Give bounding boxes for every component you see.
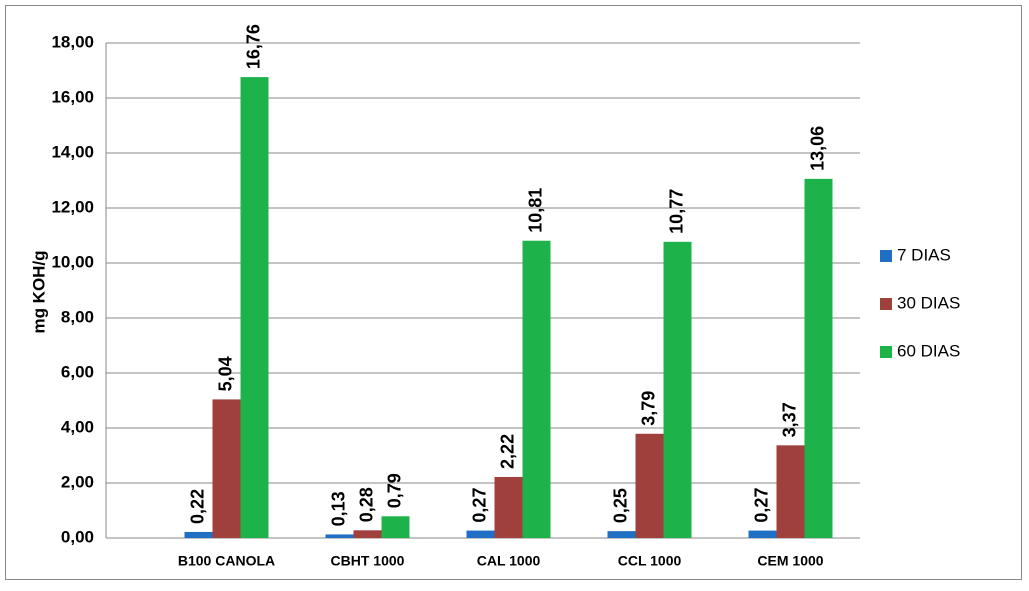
legend-swatch bbox=[880, 346, 892, 358]
bar bbox=[466, 530, 495, 538]
bar bbox=[776, 445, 805, 538]
bar bbox=[607, 531, 636, 538]
bar bbox=[663, 241, 692, 538]
x-tick-label: CAL 1000 bbox=[477, 553, 541, 569]
legend-swatch bbox=[880, 298, 892, 310]
data-label: 16,76 bbox=[243, 24, 263, 69]
x-tick-label: CEM 1000 bbox=[757, 553, 823, 569]
bar bbox=[212, 399, 241, 538]
legend-label: 60 DIAS bbox=[897, 341, 960, 360]
bar bbox=[748, 530, 777, 538]
data-label: 0,28 bbox=[356, 487, 376, 522]
bar bbox=[381, 516, 410, 538]
y-tick-label: 2,00 bbox=[61, 472, 94, 491]
data-label: 13,06 bbox=[807, 126, 827, 171]
data-label: 0,27 bbox=[469, 488, 489, 523]
legend-label: 7 DIAS bbox=[897, 245, 951, 264]
data-label: 0,27 bbox=[751, 488, 771, 523]
data-label: 10,81 bbox=[525, 188, 545, 233]
data-label: 5,04 bbox=[215, 356, 235, 391]
bar bbox=[353, 530, 382, 538]
y-tick-label: 4,00 bbox=[61, 417, 94, 436]
y-tick-label: 18,00 bbox=[51, 32, 94, 51]
data-label: 0,13 bbox=[328, 491, 348, 526]
bar bbox=[804, 178, 833, 538]
x-tick-label: B100 CANOLA bbox=[178, 553, 275, 569]
bar bbox=[240, 77, 269, 538]
data-label: 2,22 bbox=[497, 434, 517, 469]
bar bbox=[635, 433, 664, 538]
bar bbox=[522, 240, 551, 538]
bar bbox=[325, 534, 354, 538]
y-tick-label: 14,00 bbox=[51, 142, 94, 161]
x-tick-label: CCL 1000 bbox=[618, 553, 682, 569]
legend-label: 30 DIAS bbox=[897, 293, 960, 312]
data-label: 0,22 bbox=[187, 489, 207, 524]
y-tick-label: 0,00 bbox=[61, 527, 94, 546]
data-label: 3,37 bbox=[779, 402, 799, 437]
data-label: 0,79 bbox=[384, 473, 404, 508]
x-tick-label: CBHT 1000 bbox=[331, 553, 405, 569]
y-tick-label: 8,00 bbox=[61, 307, 94, 326]
bar bbox=[494, 476, 523, 538]
data-label: 3,79 bbox=[638, 391, 658, 426]
y-tick-label: 16,00 bbox=[51, 87, 94, 106]
y-tick-label: 12,00 bbox=[51, 197, 94, 216]
y-axis-title: mg KOH/g bbox=[29, 250, 48, 333]
legend-swatch bbox=[880, 250, 892, 262]
y-tick-label: 10,00 bbox=[51, 252, 94, 271]
y-tick-label: 6,00 bbox=[61, 362, 94, 381]
data-label: 10,77 bbox=[666, 189, 686, 234]
data-label: 0,25 bbox=[610, 488, 630, 523]
bar bbox=[184, 531, 213, 538]
